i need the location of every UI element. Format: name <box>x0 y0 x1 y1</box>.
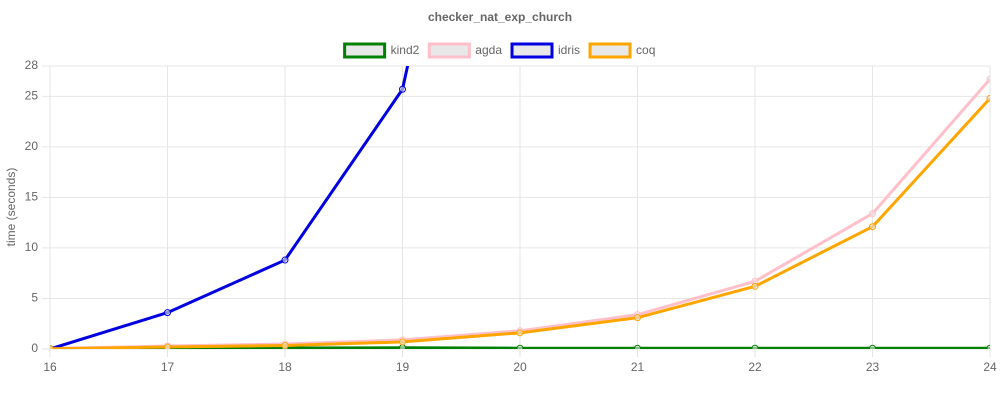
x-tick-label: 20 <box>513 360 527 374</box>
point <box>751 282 759 290</box>
y-tick-label: 0 <box>31 341 38 355</box>
point <box>516 329 524 337</box>
legend-item: kind2 <box>343 42 420 59</box>
x-tick-label: 19 <box>396 360 410 374</box>
point <box>634 314 641 322</box>
point <box>164 343 171 349</box>
legend-swatch <box>588 42 632 59</box>
point <box>399 338 406 346</box>
y-tick-label: 20 <box>25 139 39 153</box>
x-tick-label: 16 <box>43 360 57 374</box>
legend-label: agda <box>475 43 502 57</box>
x-tick-label: 18 <box>278 360 292 374</box>
y-tick-label: 5 <box>31 291 38 305</box>
y-tick-label: 28 <box>25 58 39 72</box>
x-tick-label: 24 <box>983 360 997 374</box>
legend-label: coq <box>636 43 655 57</box>
y-axis-label: time (seconds) <box>4 168 18 247</box>
point <box>869 210 876 218</box>
point <box>164 309 171 317</box>
point <box>869 223 876 231</box>
point <box>281 341 289 349</box>
point <box>869 344 876 349</box>
point <box>399 85 406 93</box>
legend-swatch <box>343 42 387 59</box>
point <box>751 344 759 349</box>
x-tick-label: 17 <box>161 360 175 374</box>
y-tick-label: 10 <box>25 240 39 254</box>
point <box>516 344 524 349</box>
x-tick-label: 21 <box>631 360 645 374</box>
point <box>986 75 990 83</box>
legend-label: idris <box>558 43 580 57</box>
legend-item: coq <box>588 42 655 59</box>
legend-swatch <box>510 42 554 59</box>
point <box>986 344 990 349</box>
x-tick-label: 22 <box>748 360 762 374</box>
chart-title: checker_nat_exp_church <box>428 10 572 24</box>
legend-item: agda <box>427 42 502 59</box>
legend-item: idris <box>510 42 580 59</box>
x-tick-label: 23 <box>866 360 880 374</box>
legend-swatch <box>427 42 471 59</box>
legend-label: kind2 <box>391 43 420 57</box>
point <box>281 256 289 264</box>
point <box>634 344 641 349</box>
point <box>986 94 990 102</box>
y-tick-label: 25 <box>25 88 39 102</box>
y-tick-label: 15 <box>25 190 39 204</box>
point <box>50 345 54 349</box>
